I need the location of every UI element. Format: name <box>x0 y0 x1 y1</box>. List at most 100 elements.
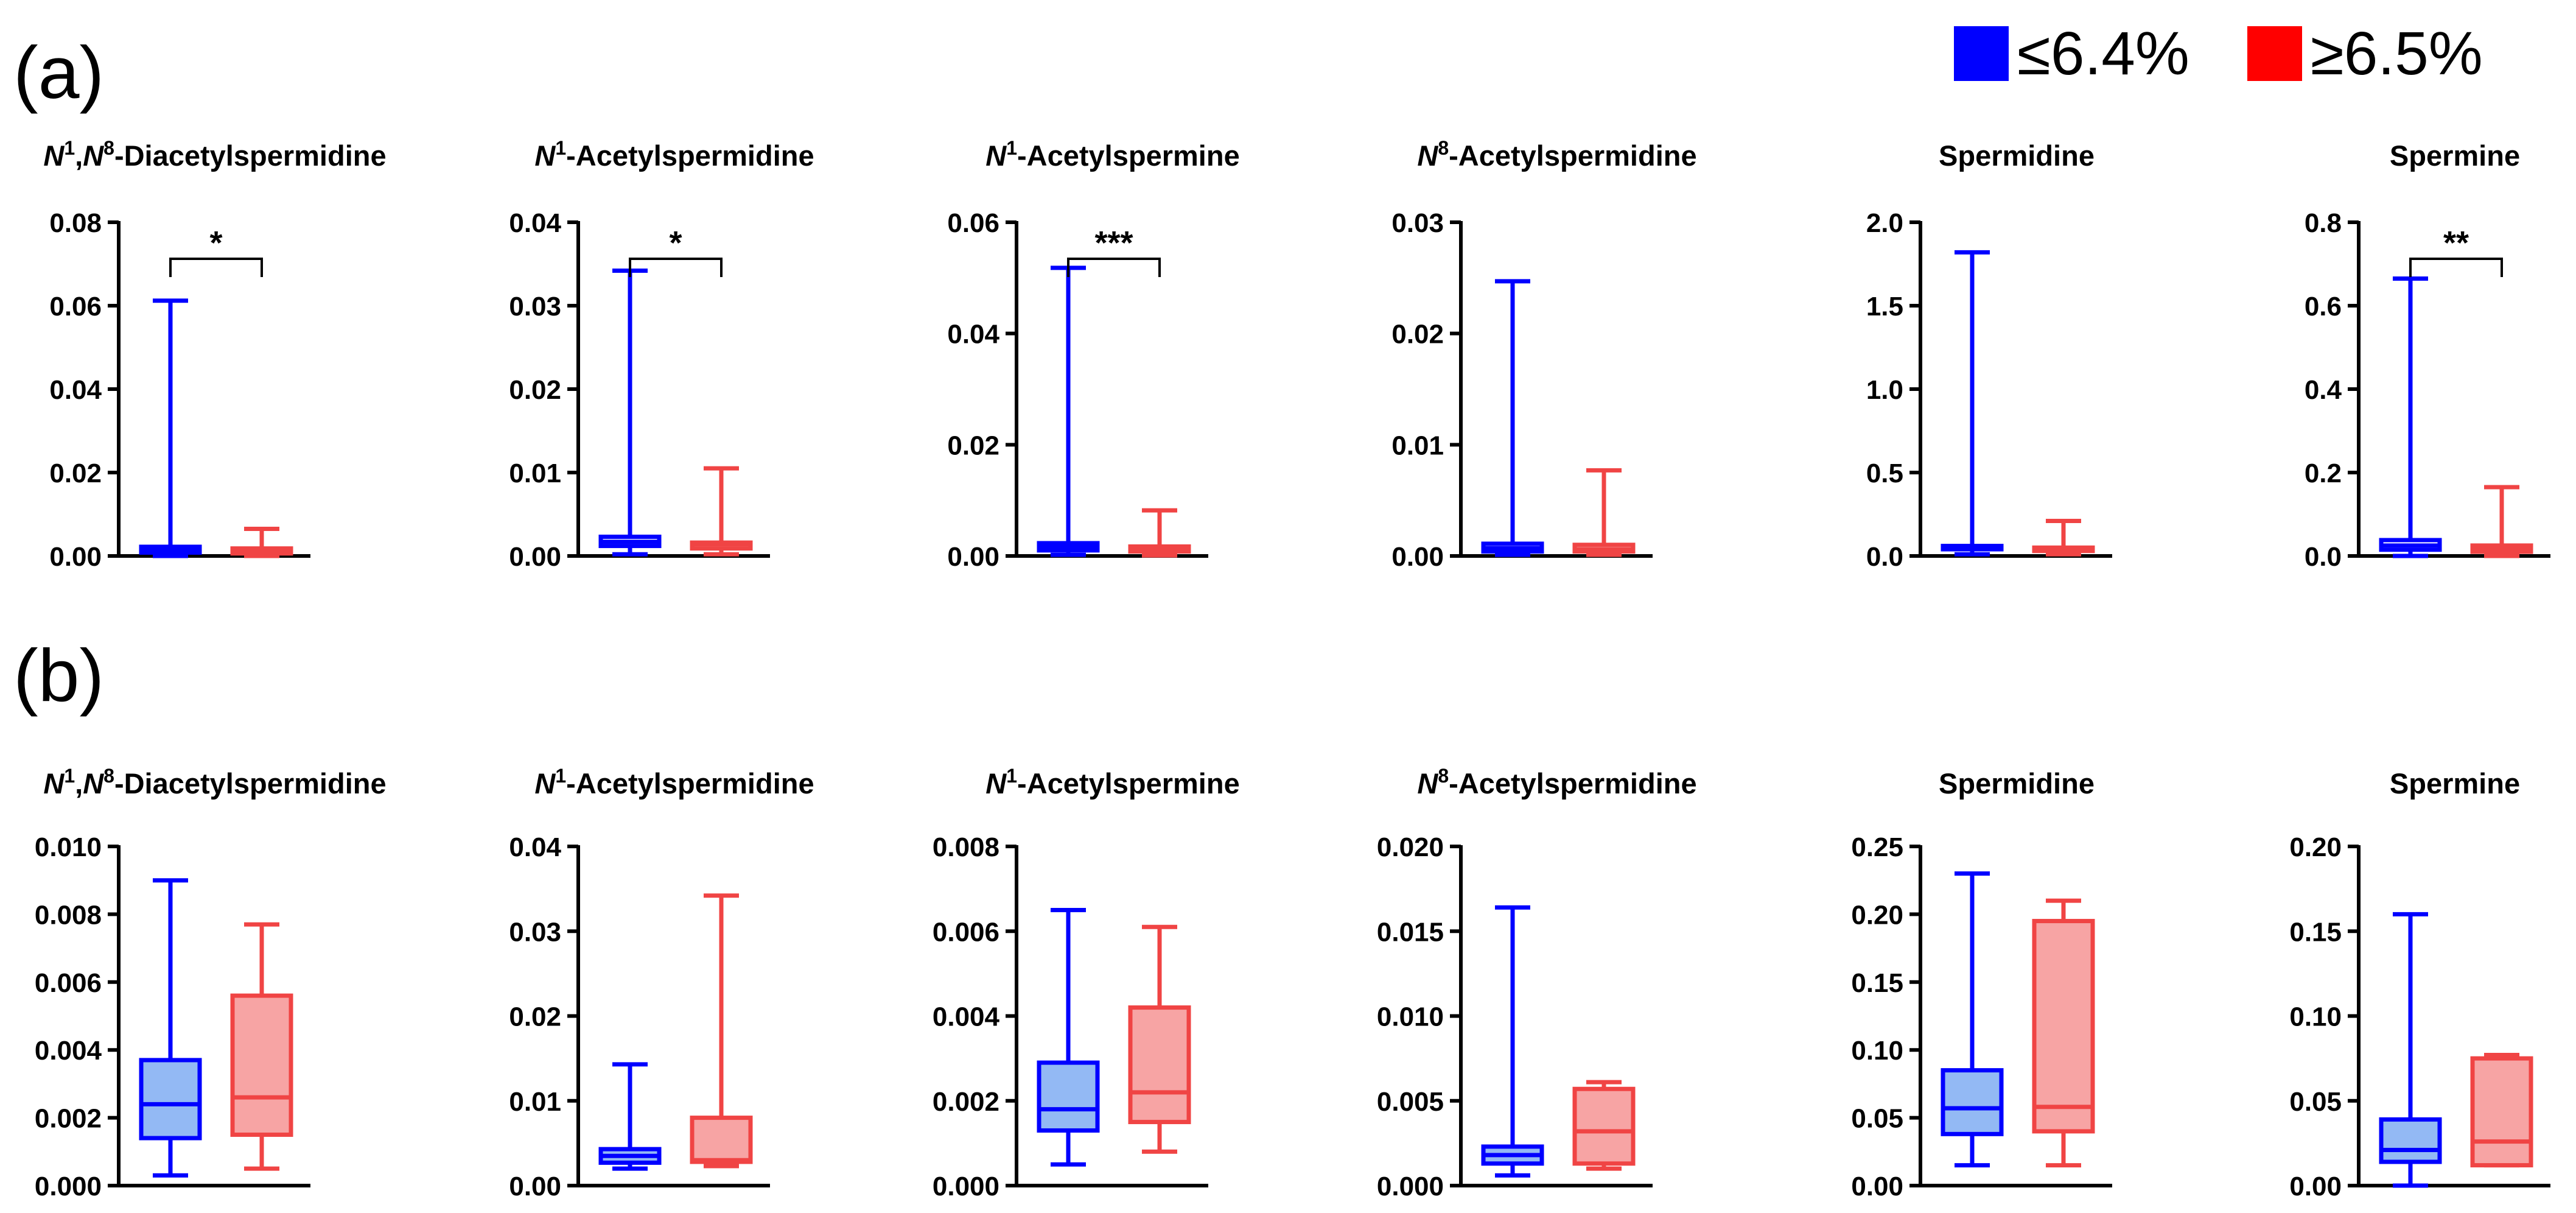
chart-title-part: 8 <box>103 137 114 159</box>
y-tick-label: 0.00 <box>509 542 561 572</box>
chart-title: N1-Acetylspermine <box>985 137 1239 172</box>
y-tick-label: 0.006 <box>35 968 102 998</box>
chart-title-part: Spermidine <box>1939 767 2095 800</box>
chart-title-part: -Acetylspermidine <box>1449 139 1696 172</box>
y-tick-label: 0.8 <box>2305 208 2342 238</box>
y-tick-label: 0.15 <box>1851 968 1903 998</box>
chart-title-part: 1 <box>64 137 75 159</box>
legend-label-low: ≤6.4% <box>2017 19 2189 88</box>
significance-bracket <box>169 258 263 277</box>
y-tick-label: 0.03 <box>509 292 561 322</box>
box-low <box>1037 907 1100 1167</box>
chart-title: Spermidine <box>1939 767 2095 800</box>
y-tick-label: 0.5 <box>1866 459 1903 488</box>
chart-title-part: 1 <box>1006 137 1017 159</box>
y-tick-label: 0.0 <box>2305 542 2342 572</box>
significance-label: * <box>209 225 222 261</box>
chart-b-1: N1,N8-Diacetylspermidine0.0000.0020.0040… <box>35 765 387 1201</box>
legend-swatch-high <box>2247 26 2302 81</box>
y-tick-label: 0.010 <box>1377 1002 1444 1032</box>
chart-a-2: N1-Acetylspermidine 0.00 0.01 0.02 0.03 0.04 * <box>509 137 814 572</box>
significance-label: * <box>669 225 682 261</box>
box-iqr <box>2379 1117 2442 1164</box>
box-high <box>2470 485 2533 558</box>
chart-title-part: N <box>985 139 1007 172</box>
chart-title-part: Spermine <box>2390 139 2520 172</box>
y-tick-label: 0.10 <box>1851 1036 1903 1066</box>
chart-b-6: Spermine 0.00 0.05 0.10 0.15 0.20 <box>2289 767 2550 1201</box>
chart-title-part: 8 <box>1438 765 1449 787</box>
y-tick-label: 0.000 <box>35 1172 102 1201</box>
chart-title-part: -Acetylspermine <box>1017 139 1240 172</box>
significance-label: ** <box>2443 225 2469 261</box>
y-tick-label: 0.01 <box>1391 431 1444 460</box>
y-tick-label: 0.10 <box>2289 1002 2342 1032</box>
y-tick-label: 0.06 <box>49 292 102 322</box>
box-low <box>1941 250 2004 557</box>
y-tick-label: 0.002 <box>35 1104 102 1134</box>
chart-title-part: N <box>43 139 65 172</box>
y-tick-label: 0.008 <box>933 832 999 862</box>
y-tick-label: 0.020 <box>1377 832 1444 862</box>
y-tick-label: 0.01 <box>509 459 561 488</box>
y-tick-label: 0.08 <box>49 208 102 238</box>
box-high <box>1128 508 1191 558</box>
y-tick-label: 0.000 <box>933 1172 999 1201</box>
chart-title-part: 1 <box>1006 765 1017 787</box>
chart-b-4: N8-Acetylspermidine 0.000 0.005 0.010 0.015 0… <box>1377 765 1697 1201</box>
y-tick-label: 0.00 <box>1851 1172 1903 1201</box>
chart-title-part: , <box>75 767 83 800</box>
y-tick-label: 0.02 <box>49 459 102 488</box>
chart-title-part: N <box>43 767 65 800</box>
box-high <box>230 526 293 558</box>
chart-title-part: -Acetylspermidine <box>566 139 814 172</box>
box-high <box>2032 518 2095 557</box>
chart-title-part: N <box>83 139 104 172</box>
box-high <box>2470 1053 2533 1168</box>
chart-title: N8-Acetylspermidine <box>1417 765 1696 800</box>
chart-title-part: N <box>534 767 556 800</box>
legend-label-high: ≥6.5% <box>2310 19 2483 88</box>
significance-label: *** <box>1094 225 1133 261</box>
chart-title-part: -Diacetylspermidine <box>114 139 387 172</box>
box-low <box>598 268 662 557</box>
y-tick-label: 0.00 <box>1391 542 1444 572</box>
box-high <box>2032 898 2095 1168</box>
y-tick-label: 0.00 <box>49 542 102 572</box>
chart-title-part: -Diacetylspermidine <box>114 767 387 800</box>
y-tick-label: 2.0 <box>1866 208 1903 238</box>
box-low <box>1037 265 1100 557</box>
chart-title: Spermidine <box>1939 139 2095 172</box>
chart-title: Spermine <box>2390 139 2520 172</box>
y-tick-label: 0.6 <box>2305 292 2342 322</box>
box-low <box>598 1062 662 1171</box>
y-tick-label: 0.02 <box>509 375 561 405</box>
chart-title-part: N <box>1417 139 1438 172</box>
box-low <box>1481 279 1544 557</box>
chart-title-part: 8 <box>103 765 114 787</box>
box-high <box>690 466 753 557</box>
y-tick-label: 0.02 <box>509 1002 561 1032</box>
box-high <box>1128 924 1191 1154</box>
y-tick-label: 0.05 <box>1851 1104 1903 1134</box>
chart-title-part: N <box>534 139 556 172</box>
y-tick-label: 0.01 <box>509 1087 561 1117</box>
legend-item-high: ≥6.5% <box>2247 23 2483 84</box>
significance-bracket <box>1067 258 1161 277</box>
box-high <box>690 893 753 1169</box>
y-tick-label: 0.04 <box>509 208 561 238</box>
chart-title-part: 1 <box>555 765 566 787</box>
y-tick-label: 0.004 <box>35 1036 102 1066</box>
y-tick-label: 0.04 <box>509 832 561 862</box>
y-tick-label: 0.4 <box>2305 375 2342 405</box>
y-tick-label: 0.00 <box>947 542 999 572</box>
chart-title: Spermine <box>2390 767 2520 800</box>
chart-title: N8-Acetylspermidine <box>1417 137 1696 172</box>
chart-title: N1-Acetylspermidine <box>534 765 814 800</box>
chart-title-part: -Acetylspermidine <box>1449 767 1696 800</box>
chart-title-part: N <box>83 767 104 800</box>
chart-title: N1,N8-Diacetylspermidine <box>43 137 386 172</box>
box-high <box>1572 468 1636 557</box>
box-iqr <box>139 1058 202 1141</box>
significance-bracket <box>629 258 723 277</box>
